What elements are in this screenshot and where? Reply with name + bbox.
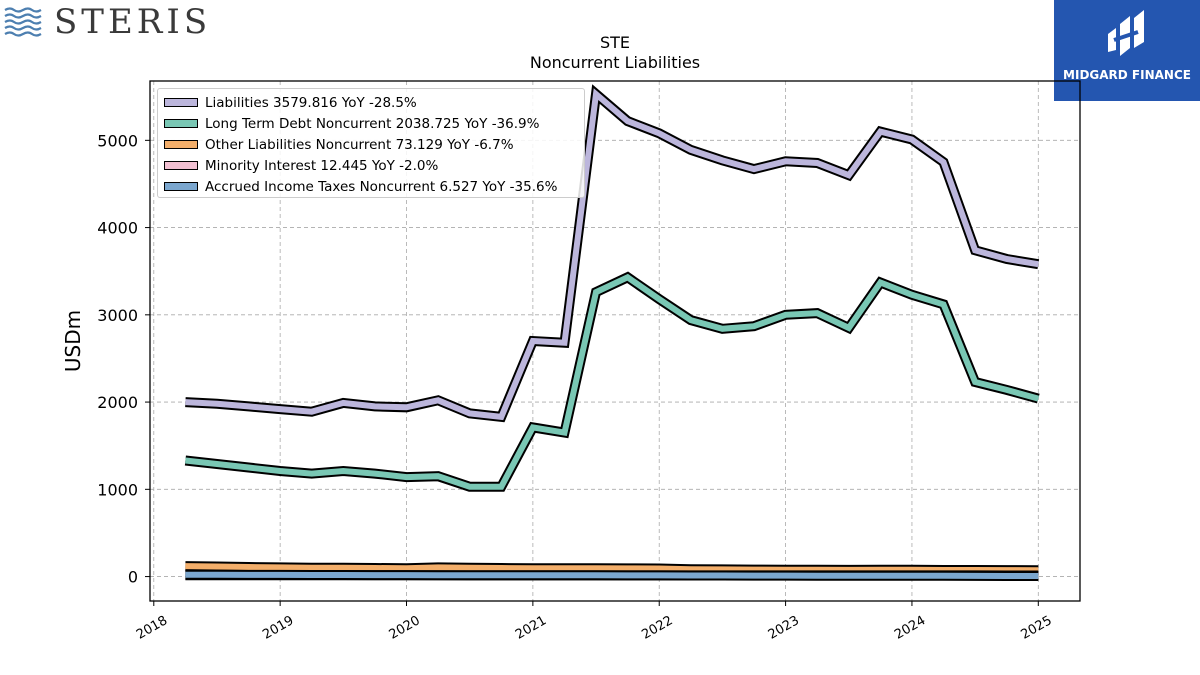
- legend-label: Other Liabilities Noncurrent 73.129 YoY …: [205, 136, 514, 153]
- legend-item-long-term-debt: Long Term Debt Noncurrent 2038.725 YoY -…: [164, 113, 578, 134]
- plot-frame: [149, 80, 1081, 602]
- y-tick-label: 4000: [97, 219, 138, 238]
- legend-item-accrued-income-taxes: Accrued Income Taxes Noncurrent 6.527 Yo…: [164, 176, 578, 197]
- chart-subtitle: Noncurrent Liabilities: [529, 53, 701, 72]
- y-tick-label: 0: [128, 568, 138, 587]
- legend-label: Minority Interest 12.445 YoY -2.0%: [205, 157, 439, 174]
- midgard-wordmark: MIDGARD FINANCE: [1063, 68, 1191, 82]
- legend-item-minority-interest: Minority Interest 12.445 YoY -2.0%: [164, 155, 578, 176]
- midgard-emblem-icon: [1108, 10, 1144, 56]
- x-tick-label: 2019: [260, 613, 296, 643]
- series-liabilities: [185, 84, 1040, 423]
- y-tick-label: 1000: [97, 480, 138, 499]
- legend-swatch: [164, 182, 198, 191]
- legend-label: Long Term Debt Noncurrent 2038.725 YoY -…: [205, 115, 540, 132]
- legend-label: Liabilities 3579.816 YoY -28.5%: [205, 94, 417, 111]
- x-tick-label: 2018: [134, 613, 170, 643]
- steris-wordmark: STERIS: [54, 2, 212, 42]
- legend-swatch: [164, 98, 198, 107]
- series-line: [185, 273, 1040, 490]
- series-line: [185, 88, 1039, 421]
- x-tick-label: 2023: [766, 613, 802, 643]
- legend-swatch: [164, 119, 198, 128]
- legend-swatch: [164, 140, 198, 149]
- series-outline: [184, 271, 1040, 492]
- legend-label: Accrued Income Taxes Noncurrent 6.527 Yo…: [205, 178, 558, 195]
- y-tick-label: 5000: [97, 131, 138, 150]
- y-tick-label: 3000: [97, 306, 138, 325]
- steris-logo: STERIS: [4, 2, 212, 42]
- x-tick-label: 2024: [892, 613, 928, 643]
- grid-layer: [150, 81, 1080, 601]
- steris-waves-icon: [4, 7, 42, 37]
- x-tick-label: 2020: [387, 613, 423, 643]
- x-tick-label: 2022: [639, 613, 675, 643]
- chart-legend: Liabilities 3579.816 YoY -28.5% Long Ter…: [157, 88, 585, 198]
- x-tick-label: 2025: [1018, 613, 1054, 643]
- x-tick-label: 2021: [513, 613, 549, 643]
- series-line: [185, 571, 1039, 579]
- legend-item-other-liabilities: Other Liabilities Noncurrent 73.129 YoY …: [164, 134, 578, 155]
- y-axis-label: USDm: [61, 310, 85, 372]
- midgard-finance-logo: MIDGARD FINANCE: [1054, 0, 1200, 101]
- series-layer: [184, 84, 1040, 581]
- series-line: [185, 563, 1039, 574]
- series-long-term-debt-noncurrent: [184, 271, 1040, 492]
- series-other-liabilities-noncurrent: [185, 561, 1039, 576]
- legend-item-liabilities: Liabilities 3579.816 YoY -28.5%: [164, 92, 578, 113]
- series-accrued-income-taxes-noncurrent: [185, 569, 1039, 581]
- y-tick-label: 2000: [97, 393, 138, 412]
- legend-swatch: [164, 161, 198, 170]
- chart-title: STE: [599, 33, 631, 52]
